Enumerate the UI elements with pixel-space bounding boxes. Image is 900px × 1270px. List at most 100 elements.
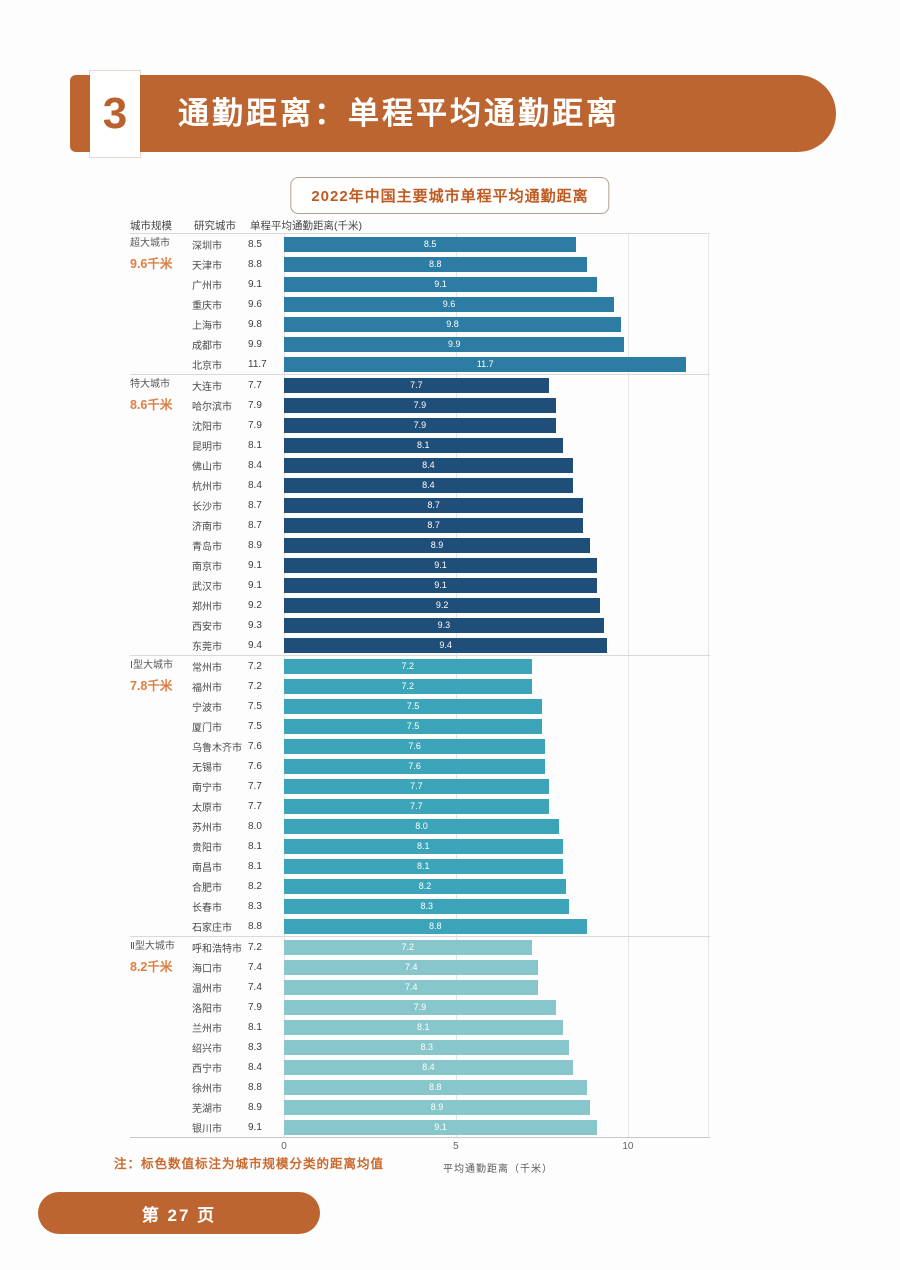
value-label: 7.5 [248, 700, 262, 712]
bar-value-label: 8.9 [430, 540, 444, 550]
bar-value-label: 7.7 [410, 781, 423, 791]
bar: 8.1 [284, 1019, 563, 1035]
city-label: 温州市 [192, 983, 222, 995]
bar-area: 8.0 [284, 816, 708, 836]
bar-value-label: 7.5 [406, 721, 420, 731]
bar-value-label: 9.1 [434, 580, 447, 590]
chart-row: 大连市 7.7 7.7 [192, 375, 710, 395]
bar: 9.2 [284, 597, 601, 613]
value-label: 8.5 [248, 238, 262, 250]
bar-value-label: 8.1 [417, 1022, 430, 1032]
value-label: 7.7 [248, 780, 262, 792]
bar: 7.9 [284, 999, 556, 1015]
chart-row: 太原市 7.7 7.7 [192, 796, 710, 816]
bar-value-label: 7.6 [408, 741, 421, 751]
city-label: 深圳市 [192, 240, 222, 252]
x-axis-tick: 10 [622, 1141, 634, 1152]
city-label: 长沙市 [192, 501, 222, 513]
city-label: 哈尔滨市 [192, 401, 232, 413]
column-header-city-scale: 城市规模 [130, 220, 172, 232]
value-label: 8.1 [248, 860, 262, 872]
bar-value-label: 9.2 [435, 600, 449, 610]
bar: 8.4 [284, 1059, 573, 1075]
category-column: 特大城市 8.6千米 [130, 375, 192, 655]
bar-area: 8.9 [284, 535, 708, 555]
bar: 8.5 [284, 236, 577, 252]
city-label: 天津市 [192, 260, 222, 272]
rows-column: 常州市 7.2 7.2 福州市 7.2 7.2 宁波市 7.5 7.5 厦门市 7.5 7.5 乌鲁木齐… [192, 656, 710, 936]
chart-row: 上海市 9.8 9.8 [192, 314, 710, 334]
bar-value-label: 8.0 [415, 821, 428, 831]
city-label: 上海市 [192, 320, 222, 332]
bar: 9.3 [284, 617, 604, 633]
bar: 7.5 [284, 698, 542, 714]
bar-value-label: 9.8 [446, 319, 459, 329]
bar-area: 9.1 [284, 575, 708, 595]
gridline [627, 233, 629, 1137]
category-column: Ⅱ型大城市 8.2千米 [130, 937, 192, 1137]
bar-value-label: 7.4 [404, 982, 418, 992]
city-scale-group: Ⅱ型大城市 8.2千米 呼和浩特市 7.2 7.2 海口市 7.4 7.4 温州市 7.4 7.4 洛… [130, 936, 710, 1137]
city-label: 郑州市 [192, 601, 222, 613]
chart-row: 银川市 9.1 9.1 [192, 1117, 710, 1137]
city-label: 福州市 [192, 682, 222, 694]
bar-value-label: 11.7 [476, 359, 494, 369]
bar: 9.1 [284, 1119, 597, 1135]
value-label: 8.9 [248, 1101, 262, 1113]
bar-value-label: 8.4 [422, 460, 435, 470]
city-label: 徐州市 [192, 1083, 222, 1095]
city-label: 重庆市 [192, 300, 222, 312]
bar-area: 8.1 [284, 856, 708, 876]
chart-title: 2022年中国主要城市单程平均通勤距离 [311, 188, 589, 205]
chart-row: 宁波市 7.5 7.5 [192, 696, 710, 716]
bar: 8.7 [284, 497, 584, 513]
value-label: 7.9 [248, 419, 262, 431]
bar-value-label: 7.5 [406, 701, 420, 711]
bar: 7.9 [284, 417, 556, 433]
bar-value-label: 8.7 [427, 500, 440, 510]
category-column: Ⅰ型大城市 7.8千米 [130, 656, 192, 936]
value-label: 8.1 [248, 439, 262, 451]
bar-area: 9.9 [284, 334, 708, 354]
bar-value-label: 7.2 [401, 681, 415, 691]
city-label: 南京市 [192, 561, 222, 573]
bar-value-label: 7.6 [408, 761, 421, 771]
value-label: 8.7 [248, 519, 262, 531]
value-label: 9.8 [248, 318, 262, 330]
chart-row: 深圳市 8.5 8.5 [192, 234, 710, 254]
bar-area: 8.4 [284, 475, 708, 495]
bar: 7.7 [284, 377, 549, 393]
chart-row: 徐州市 8.8 8.8 [192, 1077, 710, 1097]
bar-value-label: 7.2 [401, 942, 415, 952]
bar-value-label: 7.2 [401, 661, 415, 671]
bar: 7.2 [284, 658, 532, 674]
bar-value-label: 8.5 [423, 239, 437, 249]
chart-row: 西宁市 8.4 8.4 [192, 1057, 710, 1077]
value-label: 8.8 [248, 258, 262, 270]
bar-area: 8.1 [284, 435, 708, 455]
value-label: 8.1 [248, 840, 262, 852]
bar-area: 8.7 [284, 495, 708, 515]
rows-column: 呼和浩特市 7.2 7.2 海口市 7.4 7.4 温州市 7.4 7.4 洛阳市 7.9 7.9 兰州… [192, 937, 710, 1137]
bar: 9.4 [284, 637, 608, 653]
bar-area: 7.5 [284, 696, 708, 716]
value-label: 8.8 [248, 1081, 262, 1093]
bar-value-label: 8.1 [417, 841, 430, 851]
bar-value-label: 7.9 [413, 1002, 427, 1012]
column-header-distance: 单程平均通勤距离(千米) [250, 220, 362, 232]
city-label: 北京市 [192, 360, 222, 372]
chart-row: 昆明市 8.1 8.1 [192, 435, 710, 455]
chart-row: 南宁市 7.7 7.7 [192, 776, 710, 796]
bar-area: 8.9 [284, 1097, 708, 1117]
chart-row: 青岛市 8.9 8.9 [192, 535, 710, 555]
bar-area: 9.3 [284, 615, 708, 635]
category-name: Ⅱ型大城市 [130, 941, 175, 952]
chart-row: 海口市 7.4 7.4 [192, 957, 710, 977]
bar-area: 7.7 [284, 796, 708, 816]
category-name: 特大城市 [130, 379, 170, 390]
bar-area: 9.8 [284, 314, 708, 334]
bar-value-label: 7.7 [410, 801, 423, 811]
city-label: 杭州市 [192, 481, 222, 493]
bar-area: 7.2 [284, 676, 708, 696]
bar-area: 8.4 [284, 1057, 708, 1077]
